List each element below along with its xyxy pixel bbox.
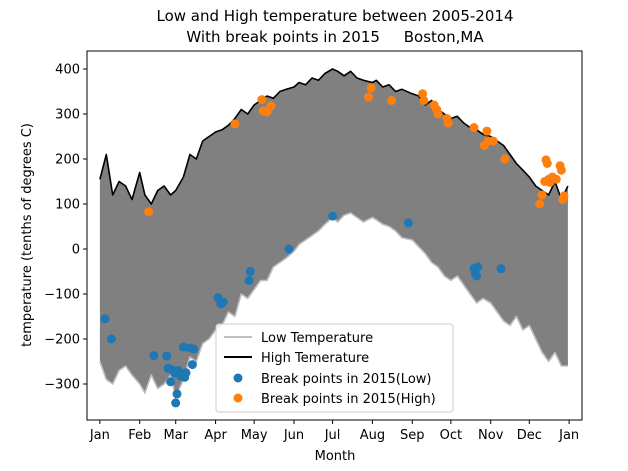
x-tick-label: Apr bbox=[204, 428, 227, 443]
high-break-point bbox=[433, 109, 443, 119]
legend-low-break-label: Break points in 2015(Low) bbox=[261, 372, 431, 387]
low-break-point bbox=[189, 344, 199, 354]
x-tick-label: Feb bbox=[128, 428, 151, 443]
legend-high-label: High Temerature bbox=[261, 351, 369, 366]
x-tick-label: Sep bbox=[400, 428, 425, 443]
low-break-point bbox=[244, 276, 254, 285]
high-break-point bbox=[488, 136, 498, 146]
x-tick-label: Jul bbox=[324, 428, 341, 443]
low-break-point bbox=[245, 267, 255, 276]
legend-high-break-label: Break points in 2015(High) bbox=[261, 392, 436, 407]
high-break-point bbox=[418, 89, 428, 99]
x-tick-label: Oct bbox=[440, 428, 462, 443]
low-break-point bbox=[171, 398, 181, 408]
high-break-point bbox=[556, 165, 566, 175]
low-break-point bbox=[149, 351, 159, 361]
high-break-point bbox=[419, 96, 429, 105]
x-tick-label: Aug bbox=[360, 428, 385, 443]
high-break-point bbox=[366, 83, 376, 93]
low-break-point bbox=[172, 389, 182, 399]
fill-between-area bbox=[99, 69, 568, 398]
x-tick-label: Mar bbox=[163, 428, 188, 443]
chart-title-line1: Low and High temperature between 2005-20… bbox=[157, 7, 514, 25]
y-axis-label: temperature (tenths of degrees C) bbox=[20, 123, 35, 347]
low-break-point bbox=[166, 377, 176, 387]
x-tick-label: Jun bbox=[283, 428, 304, 443]
x-tick-label: Jan bbox=[558, 428, 579, 443]
x-tick-label: Nov bbox=[478, 428, 504, 443]
legend-low-break-swatch bbox=[233, 373, 243, 383]
y-tick-label: 400 bbox=[55, 63, 80, 78]
high-break-point bbox=[266, 101, 276, 111]
low-break-point bbox=[100, 314, 110, 324]
high-break-point bbox=[559, 191, 569, 201]
y-tick-label: 300 bbox=[55, 108, 80, 123]
low-break-point bbox=[162, 351, 172, 361]
high-break-point bbox=[364, 92, 374, 102]
plot-area: −300 −200 −100 0 100 200 300 400 Jan Feb Mar Apr May… bbox=[44, 50, 583, 443]
high-break-point bbox=[482, 126, 492, 136]
high-temperature-line bbox=[99, 68, 569, 205]
legend-low-label: Low Temperature bbox=[261, 331, 373, 346]
low-break-point bbox=[403, 218, 413, 228]
low-break-point bbox=[181, 368, 191, 378]
low-break-point bbox=[106, 334, 116, 344]
low-break-point bbox=[472, 271, 482, 281]
y-tick-label: 0 bbox=[72, 243, 80, 258]
low-break-point bbox=[218, 297, 228, 307]
high-break-point bbox=[257, 95, 267, 105]
low-break-point bbox=[473, 262, 483, 272]
high-break-point bbox=[500, 154, 510, 164]
high-break-point bbox=[144, 207, 154, 217]
y-tick-label: −100 bbox=[44, 288, 80, 303]
x-tick-label: Jan bbox=[89, 428, 110, 443]
x-axis-label: Month bbox=[315, 449, 356, 464]
axes-frame bbox=[86, 50, 583, 421]
legend-high-break-swatch bbox=[233, 393, 243, 403]
high-break-point bbox=[387, 96, 397, 105]
low-break-point bbox=[496, 264, 506, 274]
y-tick-label: −300 bbox=[44, 378, 80, 393]
legend-box bbox=[215, 323, 454, 413]
high-break-point bbox=[469, 123, 479, 132]
chart-title-line2: With break points in 2015 Boston,MA bbox=[186, 28, 484, 46]
high-break-point bbox=[542, 159, 552, 168]
low-break-point bbox=[187, 360, 197, 370]
high-break-point bbox=[551, 174, 561, 184]
y-tick-label: 200 bbox=[55, 153, 80, 168]
high-break-point bbox=[230, 119, 240, 129]
low-break-point bbox=[328, 211, 338, 221]
y-tick-label: −200 bbox=[44, 333, 80, 348]
low-break-point bbox=[284, 244, 294, 254]
x-tick-label: Dec bbox=[517, 428, 542, 443]
legend: Low Temperature High Temerature Break po… bbox=[215, 323, 454, 413]
high-break-point bbox=[443, 118, 453, 128]
y-tick-label: 100 bbox=[55, 198, 80, 213]
high-break-point bbox=[537, 190, 547, 200]
high-break-point bbox=[535, 199, 545, 209]
x-tick-label: May bbox=[241, 428, 268, 443]
